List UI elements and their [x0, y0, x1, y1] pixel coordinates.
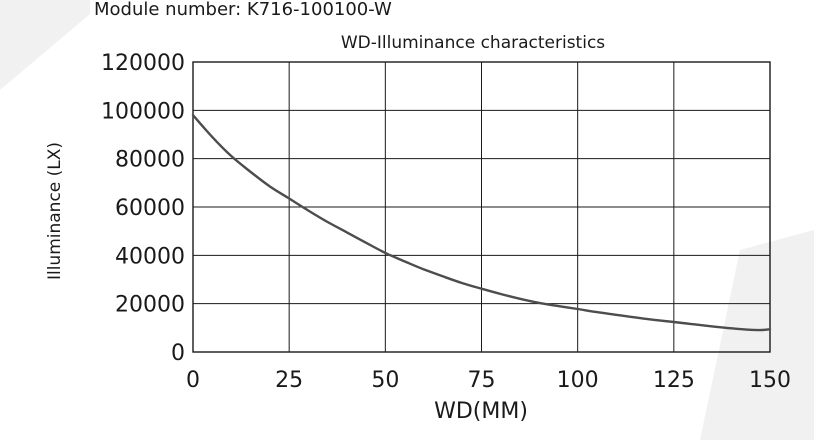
- series-line-illuminance: [191, 114, 772, 332]
- y-tick-label: 120000: [101, 51, 185, 76]
- x-axis-ticks: 0 25 50 75 100 125 150: [186, 368, 791, 393]
- y-tick-label: 20000: [115, 293, 185, 318]
- y-tick-label: 0: [171, 341, 185, 366]
- x-tick-label: 100: [557, 368, 599, 393]
- x-tick-label: 0: [186, 368, 200, 393]
- grid: [192, 61, 771, 353]
- y-tick-label: 60000: [115, 196, 185, 221]
- y-tick-label: 40000: [115, 244, 185, 269]
- x-tick-label: 150: [749, 368, 791, 393]
- x-tick-label: 50: [371, 368, 399, 393]
- y-tick-label: 100000: [101, 99, 185, 124]
- x-tick-label: 25: [275, 368, 303, 393]
- x-tick-label: 75: [468, 368, 496, 393]
- x-tick-label: 125: [653, 368, 695, 393]
- chart-title: WD-Illuminance characteristics: [341, 33, 605, 53]
- module-number-label: Module number: K716-100100-W: [94, 0, 392, 20]
- y-axis-label: Illuminance (LX): [45, 142, 65, 280]
- y-tick-label: 80000: [115, 148, 185, 173]
- plot-frame: [192, 61, 771, 353]
- y-axis-ticks: 0 20000 40000 60000 80000 100000 120000: [101, 51, 185, 366]
- x-axis-label: WD(MM): [434, 399, 528, 424]
